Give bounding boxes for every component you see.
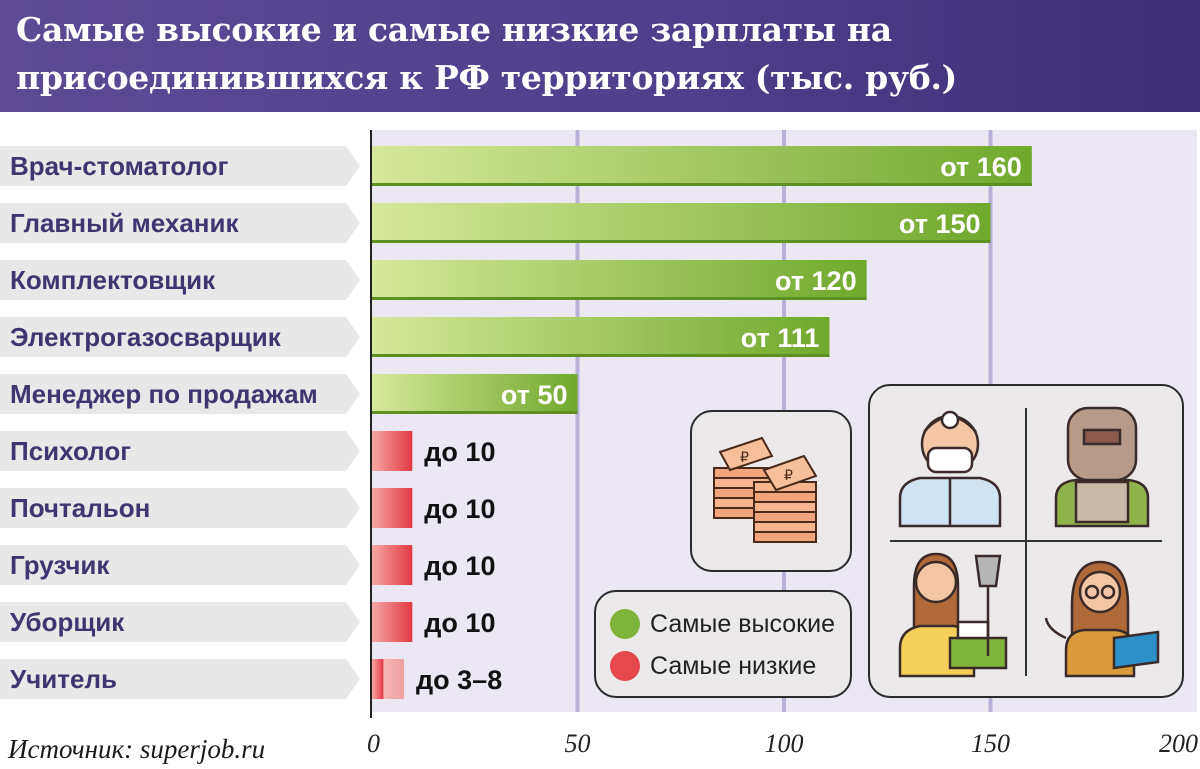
money-stack-icon: ₽ ₽ (713, 436, 818, 543)
bar-high (372, 317, 830, 357)
chart-title: Самые высокие и самые низкие зарплаты на… (16, 10, 957, 97)
bar-high (372, 146, 1032, 186)
professions-illustration (890, 406, 1162, 678)
welder-icon (1054, 406, 1150, 528)
bar-chart: Врач-стоматолог Главный механик Комплектов… (0, 130, 1198, 758)
grid-line (575, 130, 580, 712)
category-label-plate (0, 374, 360, 414)
category-label: Грузчик (10, 550, 110, 580)
legend-dot-green-icon (610, 609, 640, 639)
category-label: Почтальон (10, 493, 150, 523)
x-tick-label: 200 (1159, 729, 1198, 758)
category-label-plate (0, 659, 360, 699)
bar-low (372, 431, 413, 471)
category-label: Электрогазосварщик (10, 322, 282, 352)
category-label-plate (0, 488, 360, 528)
category-label: Учитель (10, 664, 117, 694)
category-label-plate (0, 203, 360, 243)
professions-illustration-card (868, 384, 1184, 698)
legend: Самые высокие Самые низкие (594, 590, 852, 698)
bar-value-label: до 3–8 (416, 665, 502, 695)
bar-value-label: от 111 (741, 323, 820, 353)
category-label-plate (0, 602, 360, 642)
category-label: Врач-стоматолог (10, 151, 229, 181)
bar-value-label: до 10 (424, 437, 495, 467)
bar-value-label: от 120 (775, 266, 857, 296)
category-label-plate (0, 260, 360, 300)
x-tick-label: 50 (565, 729, 591, 758)
source-note: Источник: superjob.ru (8, 734, 266, 764)
legend-label-high: Самые высокие (650, 609, 835, 638)
svg-text:₽: ₽ (784, 468, 793, 484)
category-label: Главный механик (10, 208, 239, 238)
legend-label-low: Самые низкие (650, 651, 817, 680)
category-label: Психолог (10, 436, 131, 466)
svg-text:₽: ₽ (740, 450, 749, 466)
legend-item-high: Самые высокие (610, 604, 835, 644)
bar-value-label: от 150 (899, 209, 981, 239)
bar-high (372, 260, 867, 300)
legend-dot-red-icon (610, 651, 640, 681)
bar-value-label: до 10 (424, 608, 495, 638)
bar-high-edge (372, 354, 830, 357)
bar-value-label: от 160 (940, 152, 1022, 182)
bar-value-label: от 50 (501, 380, 568, 410)
bar-value-label: до 10 (424, 551, 495, 581)
teacher-icon (1044, 560, 1160, 678)
category-label-plate (0, 431, 360, 471)
bar-high (372, 374, 578, 414)
legend-item-low: Самые низкие (610, 646, 816, 686)
bar-high-edge (372, 297, 867, 300)
category-label-plate (0, 317, 360, 357)
bar-low (372, 488, 413, 528)
bar-value-label: до 10 (424, 494, 495, 524)
bar-low (372, 545, 413, 585)
x-tick-label: 0 (367, 729, 380, 758)
cleaner-icon (898, 552, 1008, 678)
x-tick-label: 150 (971, 729, 1010, 758)
category-label: Комплектовщик (10, 265, 216, 295)
title-banner: Самые высокие и самые низкие зарплаты на… (0, 0, 1200, 112)
bar-high-edge (372, 183, 1032, 186)
category-label-plate (0, 545, 360, 585)
bar-high (372, 203, 991, 243)
bar-high-edge (372, 411, 578, 414)
category-label-plate (0, 146, 360, 186)
category-label: Уборщик (10, 607, 125, 637)
x-tick-label: 100 (765, 729, 804, 758)
bar-low (372, 659, 384, 699)
dentist-icon (898, 410, 1002, 528)
money-illustration-card: ₽ ₽ (690, 410, 852, 572)
bar-low (372, 602, 413, 642)
category-label: Менеджер по продажам (10, 379, 318, 409)
bar-high-edge (372, 240, 991, 243)
